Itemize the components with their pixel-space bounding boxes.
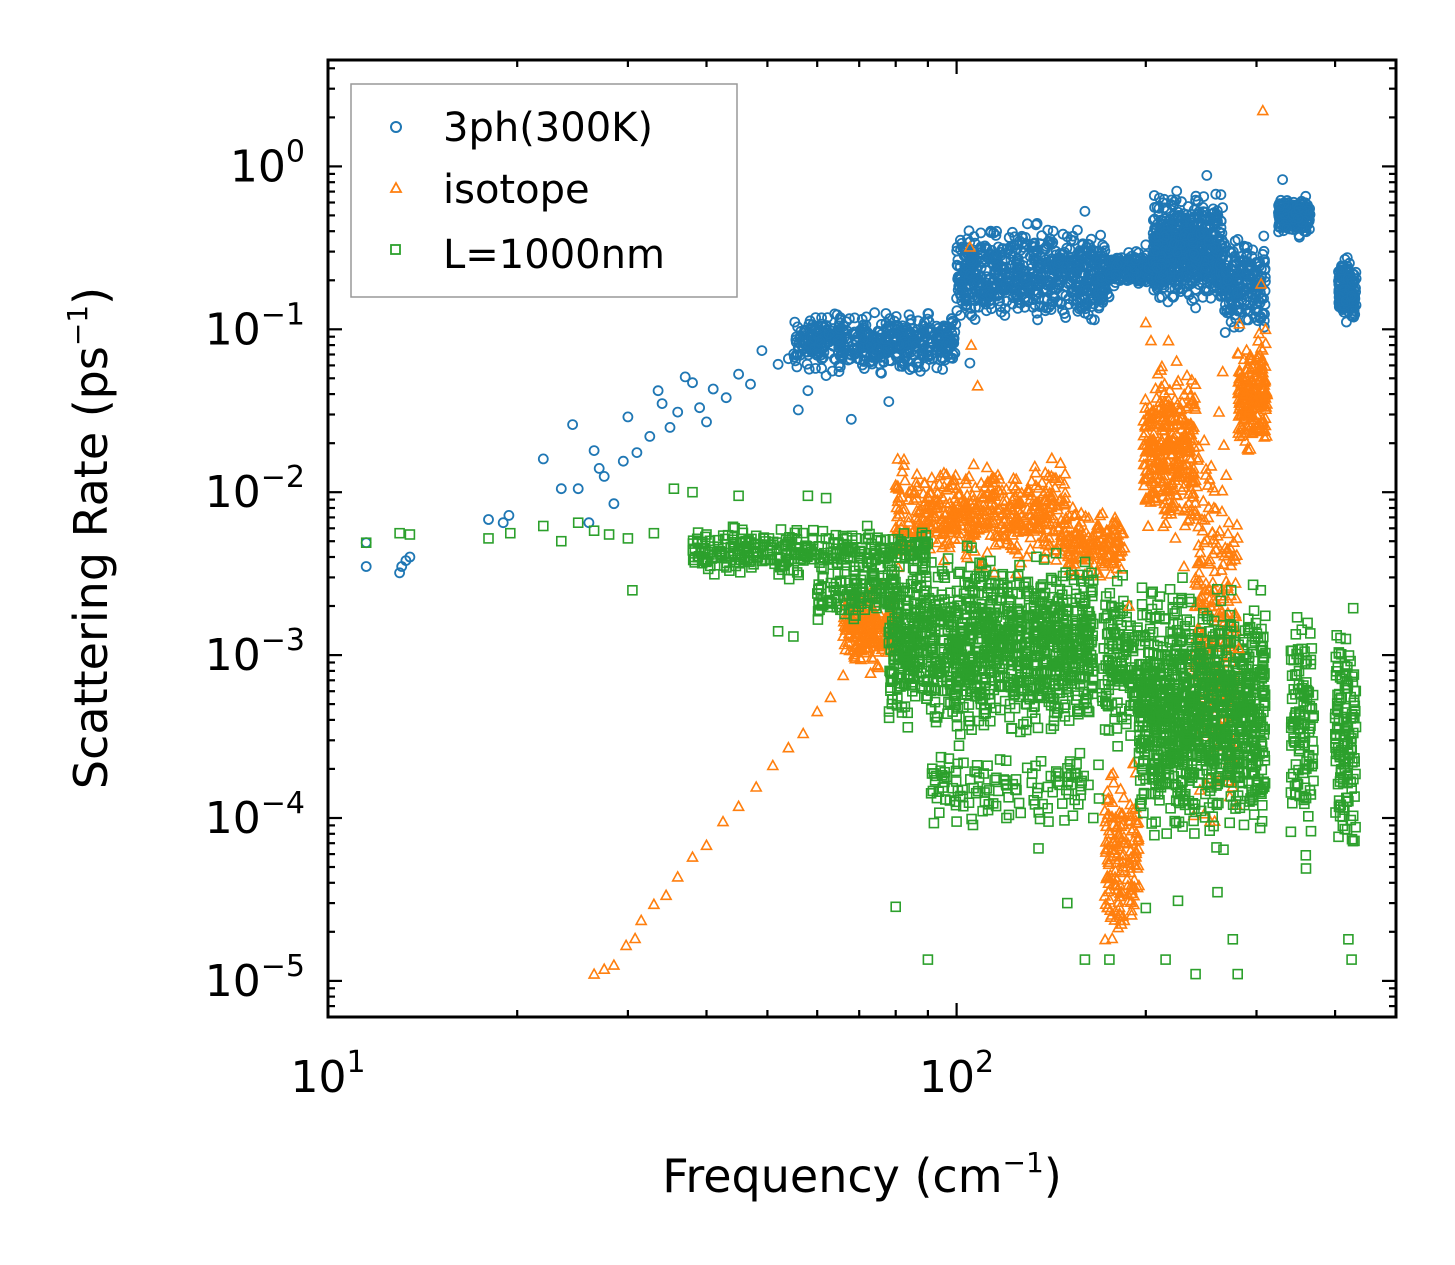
data-point-isotope	[980, 460, 994, 473]
data-point-3ph-300k	[849, 312, 861, 324]
data-point-isotope	[1180, 368, 1194, 381]
data-point-3ph-300k	[790, 336, 802, 348]
data-point-3ph-300k	[844, 313, 855, 325]
data-point-isotope	[967, 457, 981, 470]
data-point-isotope	[1049, 553, 1063, 565]
data-point-3ph-300k	[912, 346, 923, 358]
data-point-3ph-300k	[833, 320, 845, 332]
data-point-3ph-300k	[880, 308, 892, 319]
series-l-1000nm	[687, 520, 1362, 874]
data-point-3ph-300k	[891, 321, 903, 333]
data-point-3ph-300k	[810, 312, 821, 324]
data-point-isotope	[1162, 334, 1175, 346]
data-point-3ph-300k	[850, 334, 862, 346]
data-point-3ph-300k	[808, 332, 820, 344]
data-point-isotope	[1221, 526, 1235, 539]
data-point-isotope	[1196, 494, 1210, 506]
data-point-3ph-300k	[907, 362, 919, 374]
point-cloud-layer	[687, 185, 1362, 945]
data-point-3ph-300k	[836, 353, 848, 364]
data-point-3ph-300k	[1341, 252, 1353, 264]
data-point-3ph-300k	[922, 333, 934, 345]
data-point-3ph-300k	[931, 362, 943, 374]
data-point-isotope	[1212, 405, 1226, 417]
data-point-isotope	[910, 467, 924, 480]
data-point-3ph-300k	[947, 315, 958, 327]
data-point-3ph-300k	[1095, 229, 1106, 241]
data-point-3ph-300k	[858, 319, 869, 331]
data-point-3ph-300k	[879, 333, 891, 345]
data-point-3ph-300k	[814, 335, 826, 347]
data-point-isotope	[1141, 519, 1155, 532]
data-point-3ph-300k	[823, 328, 835, 340]
data-point-3ph-300k	[1072, 224, 1083, 236]
data-point-isotope	[1170, 354, 1183, 366]
data-point-3ph-300k	[883, 355, 895, 367]
data-point-isotope	[925, 471, 939, 483]
data-point-3ph-300k	[912, 315, 924, 327]
data-point-3ph-300k	[799, 324, 810, 336]
data-point-3ph-300k	[1022, 218, 1033, 230]
data-point-3ph-300k	[832, 334, 844, 346]
data-point-3ph-300k	[869, 307, 880, 319]
data-point-isotope	[1157, 519, 1170, 532]
data-point-3ph-300k	[962, 233, 973, 245]
data-point-3ph-300k	[809, 342, 820, 354]
data-point-3ph-300k	[949, 347, 961, 359]
data-point-isotope	[1058, 467, 1072, 479]
data-point-3ph-300k	[923, 346, 934, 358]
data-point-3ph-300k	[940, 322, 951, 333]
data-point-3ph-300k	[789, 316, 801, 328]
data-point-3ph-300k	[1083, 268, 1094, 280]
data-point-3ph-300k	[810, 362, 821, 374]
data-point-isotope	[1222, 515, 1236, 528]
data-point-3ph-300k	[858, 356, 870, 367]
data-point-3ph-300k	[1258, 230, 1270, 242]
data-point-3ph-300k	[790, 331, 802, 343]
data-point-3ph-300k	[922, 351, 934, 362]
data-point-isotope	[1045, 451, 1059, 464]
series-3ph-300k	[788, 185, 1362, 379]
data-point-isotope	[1144, 333, 1158, 346]
data-point-3ph-300k	[1032, 314, 1043, 326]
data-point-3ph-300k	[791, 361, 803, 373]
data-point-3ph-300k	[933, 330, 944, 341]
data-point-3ph-300k	[938, 320, 950, 332]
data-point-3ph-300k	[894, 338, 905, 350]
data-point-3ph-300k	[858, 363, 870, 374]
data-point-3ph-300k	[946, 336, 958, 348]
data-point-isotope	[1219, 468, 1233, 481]
data-point-3ph-300k	[1219, 327, 1231, 338]
data-point-isotope	[1117, 790, 1131, 803]
data-point-3ph-300k	[816, 312, 827, 324]
data-point-3ph-300k	[813, 322, 824, 334]
data-point-isotope	[1197, 433, 1211, 446]
data-point-3ph-300k	[803, 363, 815, 375]
data-point-isotope	[1217, 438, 1231, 450]
data-point-3ph-300k	[1171, 185, 1183, 197]
data-point-3ph-300k	[950, 318, 962, 330]
data-point-isotope	[1093, 508, 1107, 521]
data-point-3ph-300k	[937, 363, 948, 375]
data-point-isotope	[1231, 346, 1245, 358]
data-point-3ph-300k	[935, 340, 947, 352]
data-point-isotope	[898, 473, 912, 486]
data-point-3ph-300k	[964, 236, 976, 248]
data-point-isotope	[1215, 563, 1228, 575]
data-point-3ph-300k	[947, 349, 959, 360]
data-point-isotope	[1169, 531, 1182, 543]
data-point-3ph-300k	[831, 309, 843, 321]
data-point-3ph-300k	[895, 355, 907, 367]
data-point-3ph-300k	[1042, 224, 1054, 236]
